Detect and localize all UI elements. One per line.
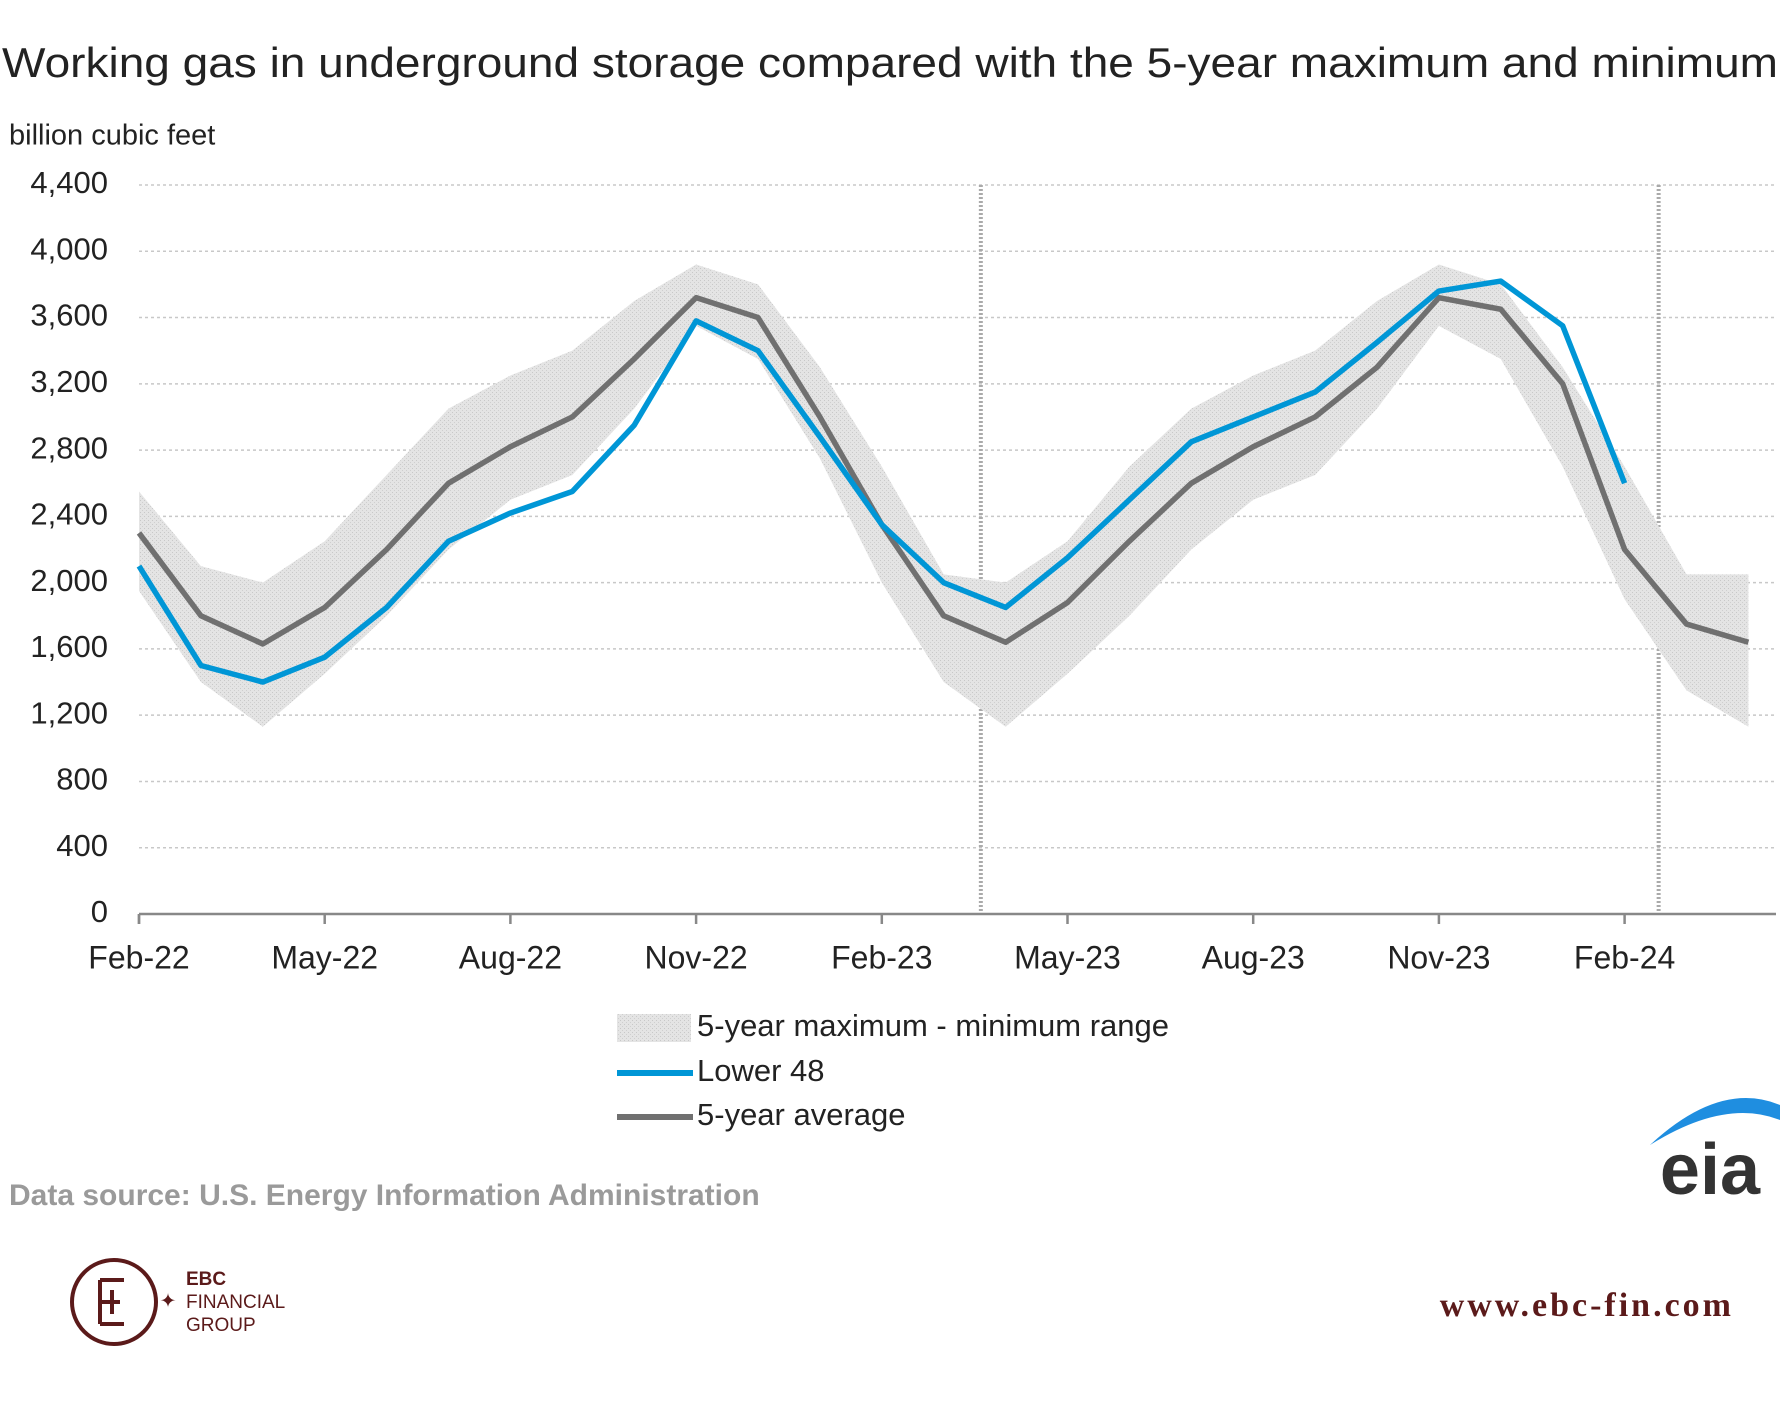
y-tick-label: 1,200 xyxy=(30,695,108,730)
y-tick-label: 3,600 xyxy=(30,298,108,333)
company-line: FINANCIAL xyxy=(186,1292,285,1313)
x-tick-label: Feb-22 xyxy=(88,939,189,975)
y-tick-label: 800 xyxy=(56,762,108,797)
x-tick-label: Feb-24 xyxy=(1574,939,1675,975)
legend-label: Lower 48 xyxy=(697,1053,825,1088)
y-tick-label: 400 xyxy=(56,828,108,863)
x-tick-label: Nov-22 xyxy=(645,939,748,975)
y-tick-label: 2,000 xyxy=(30,563,108,598)
logo-mark xyxy=(98,1278,124,1326)
logo-circle xyxy=(70,1258,158,1346)
y-tick-label: 1,600 xyxy=(30,629,108,664)
legend-swatch xyxy=(617,1014,691,1042)
y-tick-label: 2,400 xyxy=(30,497,108,532)
x-tick-label: Aug-23 xyxy=(1202,939,1305,975)
website: www.ebc-fin.com xyxy=(1440,1287,1734,1324)
source: Data source: U.S. Energy Information Adm… xyxy=(9,1179,760,1212)
eia-logo: eia xyxy=(1650,1098,1780,1210)
company-name: EBC xyxy=(186,1269,226,1290)
logo-star: ✦ xyxy=(160,1290,177,1312)
y-tick-label: 4,400 xyxy=(30,165,108,200)
y-tick-label: 3,200 xyxy=(30,364,108,399)
ebc-logo: ✦ EBC FINANCIAL GROUP xyxy=(70,1258,285,1346)
company-line: GROUP xyxy=(186,1315,256,1336)
series-line xyxy=(136,278,1628,685)
y-axis-label: billion cubic feet xyxy=(9,120,215,152)
y-tick-label: 4,000 xyxy=(30,231,108,266)
range-area xyxy=(139,264,1749,727)
x-tick-label: May-22 xyxy=(271,939,378,975)
logo-text: eia xyxy=(1660,1130,1761,1210)
x-tick-label: Nov-23 xyxy=(1387,939,1490,975)
legend-label: 5-year maximum - minimum range xyxy=(697,1008,1169,1043)
y-tick-label: 2,800 xyxy=(30,430,108,465)
series-line xyxy=(136,294,1750,647)
logo-arc xyxy=(1650,1098,1780,1145)
y-tick-label: 0 xyxy=(91,894,108,929)
x-tick-label: May-23 xyxy=(1014,939,1121,975)
chart-title: Working gas in underground storage compa… xyxy=(2,39,1778,86)
x-tick-label: Aug-22 xyxy=(459,939,562,975)
legend-label: 5-year average xyxy=(697,1097,906,1132)
x-tick-label: Feb-23 xyxy=(831,939,932,975)
